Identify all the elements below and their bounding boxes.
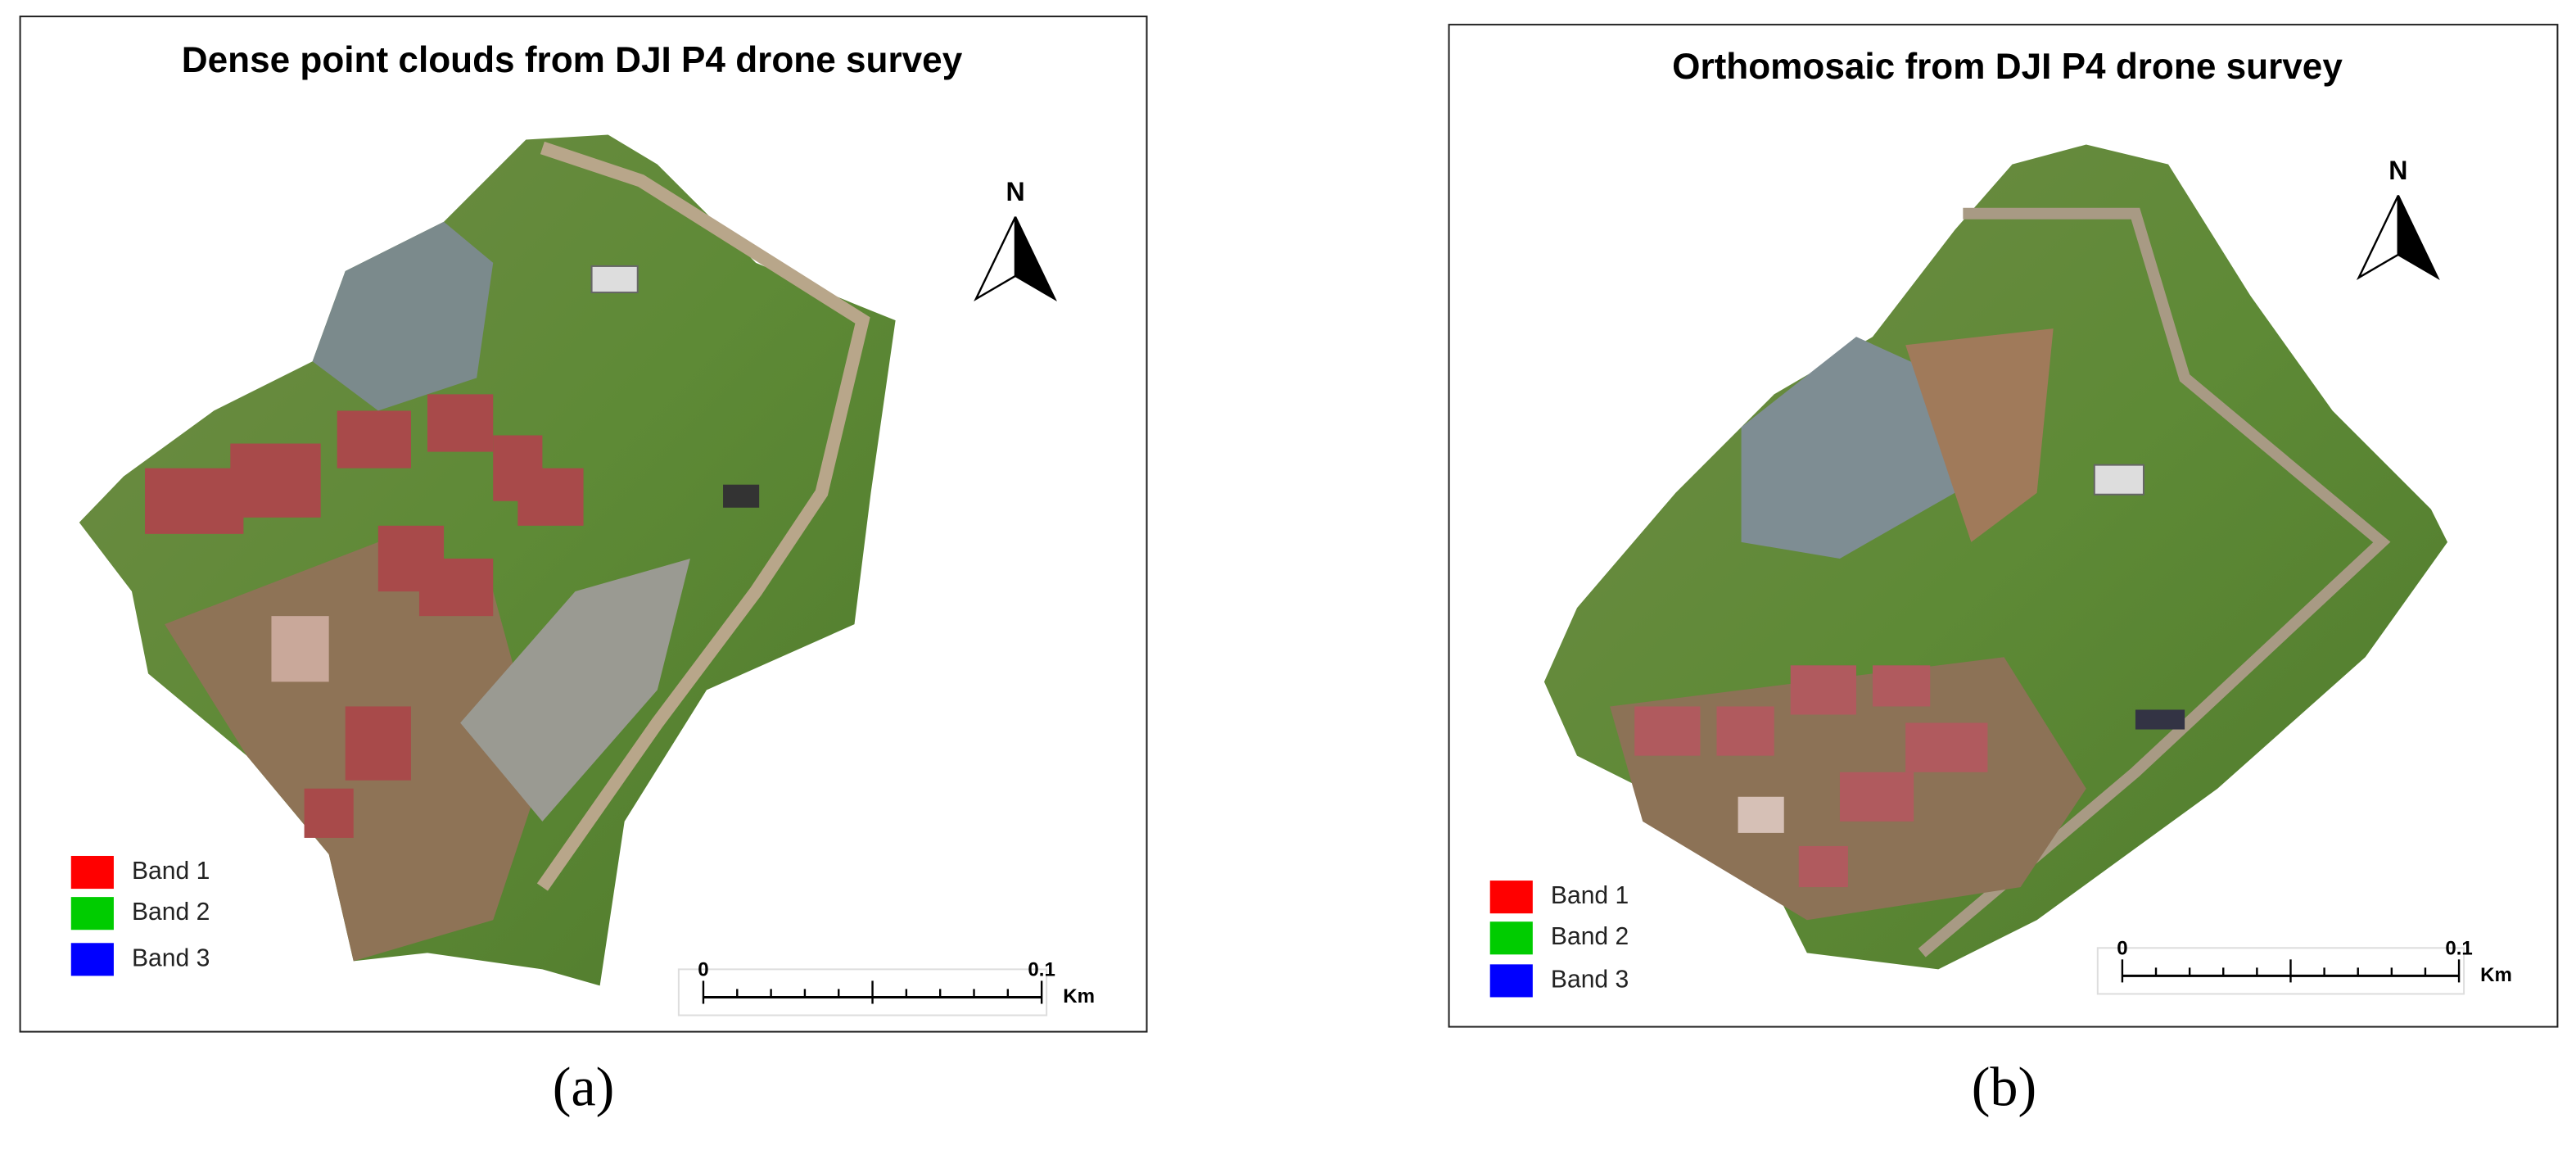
scale-box	[2096, 947, 2465, 995]
map-b	[1543, 144, 2448, 970]
legend-swatch	[1489, 964, 1533, 998]
legend-label: Band 3	[132, 944, 210, 971]
north-label: N	[2388, 156, 2407, 185]
legend-label: Band 2	[132, 899, 210, 926]
panel-caption: (b)	[1972, 1055, 2037, 1117]
north-arrow	[1014, 216, 1057, 302]
scale-end: 0.1	[1028, 959, 1055, 981]
scale-unit: Km	[2480, 964, 2512, 986]
scale-end: 0.1	[2445, 938, 2472, 960]
panel-title: Orthomosaic from DJI P4 drone survey	[1672, 47, 2343, 87]
north-label: N	[1006, 177, 1024, 206]
map-a	[79, 134, 896, 986]
legend-label: Band 1	[132, 858, 210, 885]
scale-start: 0	[2117, 938, 2127, 960]
legend-swatch	[70, 897, 114, 930]
legend-swatch	[1489, 921, 1533, 955]
legend-label: Band 2	[1551, 923, 1629, 950]
legend-swatch	[1489, 881, 1533, 914]
scale-box	[677, 968, 1048, 1016]
scale-start: 0	[698, 959, 708, 981]
panel-title: Dense point clouds from DJI P4 drone sur…	[182, 40, 963, 80]
north-arrow	[2397, 195, 2440, 280]
panel-caption: (a)	[553, 1055, 615, 1117]
legend-label: Band 3	[1551, 966, 1629, 993]
legend-swatch	[70, 943, 114, 976]
legend-swatch	[70, 855, 114, 890]
scale-unit: Km	[1063, 985, 1095, 1007]
legend-label: Band 1	[1551, 882, 1629, 909]
